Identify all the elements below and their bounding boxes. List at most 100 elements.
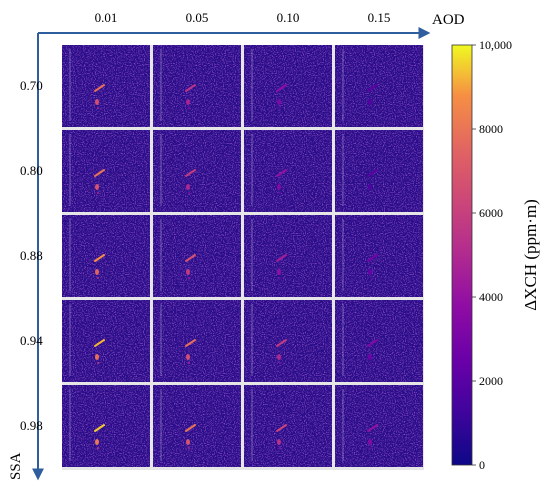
plume-dot [279, 107, 281, 109]
plume-streak [94, 169, 105, 177]
panel-background [153, 300, 241, 382]
y-tick-label: 0.70 [20, 78, 43, 93]
colorbar-tick-label: 10,000 [479, 38, 512, 52]
plume-streak [185, 424, 196, 432]
plume-dot [370, 192, 372, 194]
plume-dot [188, 277, 190, 279]
panel-background [244, 45, 332, 127]
plume-blob [186, 184, 190, 190]
plume-streak [276, 424, 287, 432]
heatmap-panel-grid [62, 45, 424, 470]
y-axis-label: SSA [8, 452, 24, 480]
heatmap-panel [153, 215, 241, 297]
panel-background [244, 300, 332, 382]
heatmap-panel [62, 385, 150, 467]
heatmap-panel [335, 300, 423, 382]
plume-dot [97, 192, 99, 194]
plume-streak [367, 424, 378, 432]
plume-blob [368, 439, 372, 445]
panel-background [153, 130, 241, 212]
heatmap-panel [244, 45, 332, 127]
panel-background [62, 45, 150, 127]
colorbar-tick-label: 6000 [479, 206, 503, 220]
heatmap-panel [153, 45, 241, 127]
heatmap-panel [244, 130, 332, 212]
plume-dot [97, 107, 99, 109]
plume-dot [188, 107, 190, 109]
y-tick-labels: 0.70 0.80 0.88 0.94 0.98 [20, 78, 43, 433]
plume-streak [185, 254, 196, 262]
plume-streak [367, 169, 378, 177]
plume-streak [185, 339, 196, 347]
colorbar-tick-label: 8000 [479, 122, 503, 136]
plume-blob [95, 99, 99, 105]
plume-blob [368, 269, 372, 275]
plume-blob [186, 439, 190, 445]
plume-streak [185, 84, 196, 92]
plume-streak [276, 254, 287, 262]
y-tick-label: 0.98 [20, 418, 43, 433]
plume-blob [368, 99, 372, 105]
heatmap-panel [153, 300, 241, 382]
x-tick-label: 0.05 [186, 10, 209, 25]
plume-dot [188, 447, 190, 449]
panel-background [153, 215, 241, 297]
panel-background [335, 130, 423, 212]
plume-blob [277, 269, 281, 275]
heatmap-panel [244, 300, 332, 382]
x-tick-labels: 0.01 0.05 0.10 0.15 [95, 10, 391, 25]
panel-background [244, 385, 332, 467]
panel-background [62, 385, 150, 467]
plume-streak [276, 169, 287, 177]
plume-dot [188, 192, 190, 194]
plume-dot [97, 447, 99, 449]
plume-streak [367, 84, 378, 92]
plume-dot [370, 362, 372, 364]
x-tick-label: 0.15 [368, 10, 391, 25]
panel-background [335, 385, 423, 467]
x-tick-label: 0.01 [95, 10, 118, 25]
panel-background [62, 300, 150, 382]
heatmap-panel [244, 385, 332, 467]
plume-blob [368, 184, 372, 190]
y-tick-label: 0.94 [20, 333, 43, 348]
heatmap-panel [62, 130, 150, 212]
panel-background [153, 45, 241, 127]
colorbar: 0 2000 4000 6000 8000 10,000 ΔXCH (ppm·m) [451, 38, 540, 472]
colorbar-gradient [451, 44, 473, 466]
plume-blob [277, 184, 281, 190]
plume-blob [95, 269, 99, 275]
colorbar-tick-label: 4000 [479, 290, 503, 304]
plume-blob [277, 439, 281, 445]
heatmap-panel [335, 130, 423, 212]
plume-dot [279, 192, 281, 194]
plume-dot [370, 107, 372, 109]
heatmap-panel [62, 300, 150, 382]
plume-blob [277, 99, 281, 105]
plume-dot [370, 447, 372, 449]
plume-streak [185, 169, 196, 177]
plume-blob [186, 269, 190, 275]
heatmap-panel [335, 45, 423, 127]
plume-blob [277, 354, 281, 360]
heatmap-panel [335, 385, 423, 467]
plume-blob [186, 354, 190, 360]
x-tick-label: 0.10 [277, 10, 300, 25]
panel-background [335, 300, 423, 382]
heatmap-panel [153, 385, 241, 467]
plume-streak [94, 254, 105, 262]
plume-streak [367, 254, 378, 262]
heatmap-panel [335, 215, 423, 297]
panel-background [335, 45, 423, 127]
axes: AOD SSA [8, 12, 465, 481]
panel-background [244, 130, 332, 212]
plume-streak [94, 424, 105, 432]
plume-streak [94, 84, 105, 92]
plume-dot [188, 362, 190, 364]
plume-blob [95, 354, 99, 360]
panel-background [335, 215, 423, 297]
heatmap-panel [153, 130, 241, 212]
panel-background [153, 385, 241, 467]
plume-dot [279, 362, 281, 364]
